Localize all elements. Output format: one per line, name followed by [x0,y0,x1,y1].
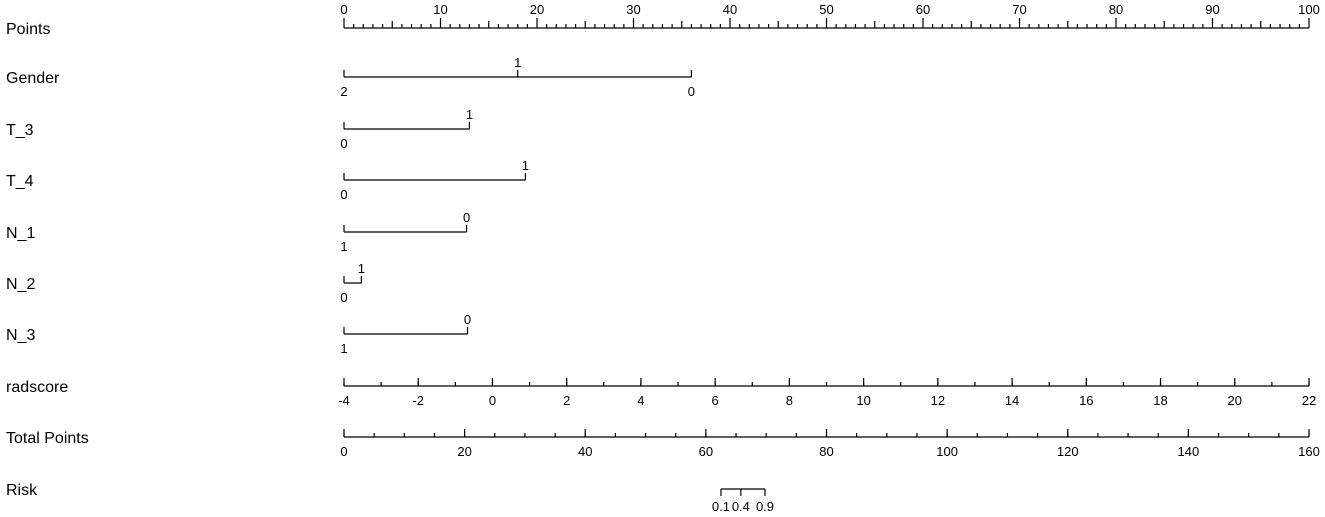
radscore-tick-label: 10 [856,393,870,408]
total-points-tick-label: 140 [1178,444,1200,459]
total-points-tick-label: 80 [819,444,833,459]
total-points-tick-label: 40 [578,444,592,459]
points-tick-label: 0 [340,2,347,17]
total-points-tick-label: 60 [699,444,713,459]
total-points-tick-label: 120 [1057,444,1079,459]
total-points-tick-label: 100 [936,444,958,459]
t-4-tick-label: 1 [522,158,529,173]
n-1-tick-label: 0 [463,210,470,225]
radscore-tick-label: 6 [712,393,719,408]
radscore-tick-label: 16 [1079,393,1093,408]
gender-tick-label: 2 [340,84,347,99]
n-3-tick-label: 0 [464,312,471,327]
points-tick-label: 90 [1205,2,1219,17]
points-tick-label: 80 [1109,2,1123,17]
n-3-tick-label: 1 [340,341,347,356]
radscore-tick-label: 18 [1153,393,1167,408]
radscore-tick-label: 0 [489,393,496,408]
gender-tick-label: 0 [688,84,695,99]
total-points-tick-label: 160 [1298,444,1320,459]
t-4-tick-label: 0 [340,187,347,202]
points-tick-label: 20 [530,2,544,17]
row-label-radscore: radscore [6,379,68,396]
radscore-tick-label: 12 [931,393,945,408]
row-label-t-4: T_4 [6,173,34,190]
points-tick-label: 100 [1298,2,1320,17]
points-tick-label: 10 [433,2,447,17]
total-points-tick-label: 0 [340,444,347,459]
row-label-t-3: T_3 [6,122,34,139]
row-label-n-2: N_2 [6,276,35,293]
row-label-risk: Risk [6,482,38,499]
risk-tick-label: 0.9 [756,499,774,514]
row-label-n-1: N_1 [6,225,35,242]
n-1-tick-label: 1 [340,239,347,254]
t-3-tick-label: 1 [466,107,473,122]
radscore-tick-label: -2 [412,393,424,408]
row-label-points: Points [6,21,50,38]
n-2-tick-label: 0 [340,290,347,305]
radscore-tick-label: 8 [786,393,793,408]
row-label-gender: Gender [6,70,60,87]
radscore-tick-label: -4 [338,393,350,408]
radscore-tick-label: 2 [563,393,570,408]
points-tick-label: 40 [723,2,737,17]
points-tick-label: 50 [819,2,833,17]
row-label-total-points: Total Points [6,430,89,447]
points-tick-label: 30 [626,2,640,17]
t-3-tick-label: 0 [340,136,347,151]
radscore-tick-label: 14 [1005,393,1019,408]
row-label-n-3: N_3 [6,327,35,344]
radscore-tick-label: 22 [1302,393,1316,408]
total-points-tick-label: 20 [457,444,471,459]
radscore-tick-label: 20 [1228,393,1242,408]
risk-tick-label: 0.1 [712,499,730,514]
gender-tick-label: 1 [514,55,521,70]
risk-tick-label: 0.4 [732,499,750,514]
radscore-tick-label: 4 [637,393,644,408]
points-tick-label: 60 [916,2,930,17]
n-2-tick-label: 1 [358,261,365,276]
points-tick-label: 70 [1012,2,1026,17]
